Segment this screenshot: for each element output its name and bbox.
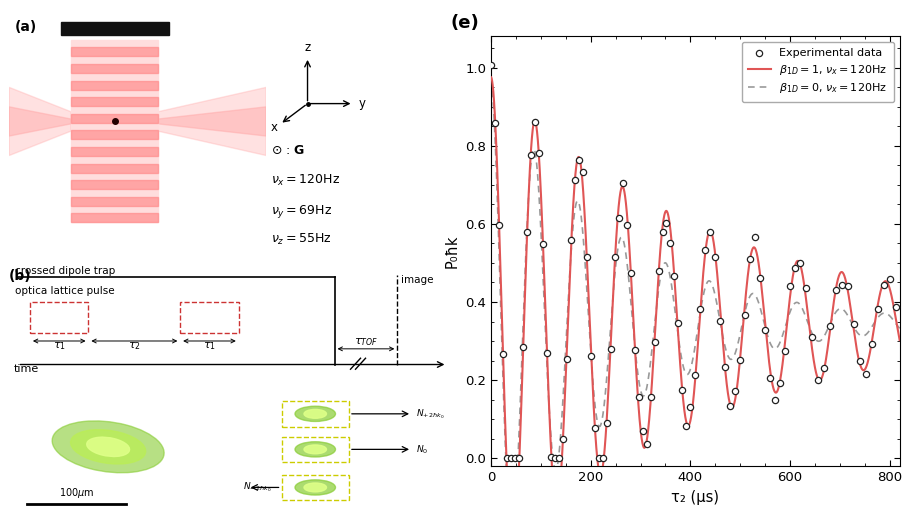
Bar — [71, 197, 158, 206]
Text: $N_{+2\hbar k_0}$: $N_{+2\hbar k_0}$ — [417, 407, 445, 421]
Text: $\odot$ : $\mathbf{G}$: $\odot$ : $\mathbf{G}$ — [271, 144, 305, 157]
Bar — [282, 401, 349, 426]
Text: (c): (c) — [18, 385, 39, 398]
Text: $\nu_x = 120$Hz: $\nu_x = 120$Hz — [271, 173, 340, 188]
$\beta_{1D} = 0$, $\nu_x = 120$Hz — [731, 347, 742, 353]
Bar — [71, 180, 158, 189]
Bar — [71, 40, 158, 223]
Bar — [282, 474, 349, 500]
$\beta_{1D} = 1$, $\nu_x = 120$Hz — [560, 381, 571, 387]
$\beta_{1D} = 1$, $\nu_x = 120$Hz — [751, 251, 762, 257]
Bar — [61, 22, 169, 35]
Text: $\tau_{TOF}$: $\tau_{TOF}$ — [353, 336, 378, 348]
$\beta_{1D} = 0$, $\nu_x = 120$Hz — [894, 325, 905, 332]
Polygon shape — [9, 107, 71, 136]
Ellipse shape — [304, 445, 327, 454]
Text: $N_{-2\hbar k_0}$: $N_{-2\hbar k_0}$ — [243, 481, 272, 494]
Bar — [71, 147, 158, 156]
$\beta_{1D} = 0$, $\nu_x = 120$Hz — [642, 382, 653, 388]
Ellipse shape — [71, 429, 146, 464]
Bar — [71, 164, 158, 172]
$\beta_{1D} = 1$, $\nu_x = 120$Hz — [822, 349, 833, 355]
Bar — [71, 213, 158, 223]
Text: (e): (e) — [451, 13, 479, 32]
Bar — [180, 302, 239, 333]
Text: (a): (a) — [15, 20, 37, 34]
$\beta_{1D} = 0$, $\nu_x = 120$Hz — [560, 351, 571, 357]
$\beta_{1D} = 1$, $\nu_x = 120$Hz — [642, 434, 653, 440]
Experimental data — [561, 356, 572, 363]
Polygon shape — [158, 88, 266, 155]
Polygon shape — [9, 88, 71, 155]
Experimental data — [525, 151, 536, 157]
Bar — [71, 47, 158, 56]
$\beta_{1D} = 0$, $\nu_x = 120$Hz — [486, 76, 497, 82]
Bar — [71, 97, 158, 106]
Y-axis label: P₀ħk: P₀ħk — [444, 235, 460, 268]
Text: $N_0$: $N_0$ — [417, 443, 429, 456]
Experimental data — [669, 272, 680, 279]
Text: $\tau_1$: $\tau_1$ — [203, 340, 216, 352]
Ellipse shape — [52, 421, 164, 473]
Text: (d): (d) — [252, 385, 274, 398]
Text: image: image — [401, 275, 434, 285]
X-axis label: τ₂ (μs): τ₂ (μs) — [671, 490, 720, 505]
$\beta_{1D} = 1$, $\nu_x = 120$Hz — [486, 74, 497, 80]
Ellipse shape — [86, 437, 129, 456]
Text: time: time — [14, 364, 39, 375]
Legend: Experimental data, $\beta_{1D} = 1$, $\nu_x = 120$Hz, $\beta_{1D} = 0$, $\nu_x =: Experimental data, $\beta_{1D} = 1$, $\n… — [742, 42, 894, 102]
Line: Experimental data: Experimental data — [488, 62, 899, 462]
Text: $\nu_y = 69$Hz: $\nu_y = 69$Hz — [271, 203, 332, 220]
$\beta_{1D} = 1$, $\nu_x = 120$Hz — [731, 390, 742, 396]
Bar — [71, 64, 158, 73]
$\beta_{1D} = 0$, $\nu_x = 120$Hz — [822, 327, 833, 334]
Ellipse shape — [304, 483, 327, 492]
Experimental data — [501, 455, 512, 462]
Line: $\beta_{1D} = 0$, $\nu_x = 120$Hz: $\beta_{1D} = 0$, $\nu_x = 120$Hz — [491, 79, 900, 518]
Line: $\beta_{1D} = 1$, $\nu_x = 120$Hz: $\beta_{1D} = 1$, $\nu_x = 120$Hz — [491, 77, 900, 518]
Text: 100$\mu$m: 100$\mu$m — [59, 486, 95, 500]
Text: $\tau_1$: $\tau_1$ — [53, 340, 66, 352]
$\beta_{1D} = 0$, $\nu_x = 120$Hz — [790, 299, 801, 306]
Experimental data — [836, 281, 847, 287]
Text: (b): (b) — [9, 269, 32, 283]
Bar — [30, 302, 88, 333]
Text: crossed dipole trap: crossed dipole trap — [16, 266, 116, 276]
Ellipse shape — [295, 480, 335, 495]
Text: $\nu_z = 55$Hz: $\nu_z = 55$Hz — [271, 232, 331, 247]
Text: x: x — [271, 121, 278, 134]
Polygon shape — [158, 107, 266, 136]
Bar — [71, 81, 158, 90]
Bar — [71, 131, 158, 139]
Experimental data — [486, 62, 497, 68]
Bar — [71, 114, 158, 123]
Text: y: y — [359, 97, 366, 110]
Text: optica lattice pulse: optica lattice pulse — [16, 286, 115, 296]
Experimental data — [533, 150, 544, 156]
Ellipse shape — [304, 409, 327, 418]
$\beta_{1D} = 1$, $\nu_x = 120$Hz — [790, 260, 801, 266]
$\beta_{1D} = 1$, $\nu_x = 120$Hz — [894, 337, 905, 343]
Bar — [282, 437, 349, 462]
Text: z: z — [305, 41, 310, 54]
Experimental data — [625, 270, 636, 277]
Ellipse shape — [295, 406, 335, 422]
Text: $\tau_2$: $\tau_2$ — [128, 340, 140, 352]
Experimental data — [890, 304, 901, 310]
Ellipse shape — [295, 442, 335, 457]
$\beta_{1D} = 0$, $\nu_x = 120$Hz — [751, 295, 762, 301]
